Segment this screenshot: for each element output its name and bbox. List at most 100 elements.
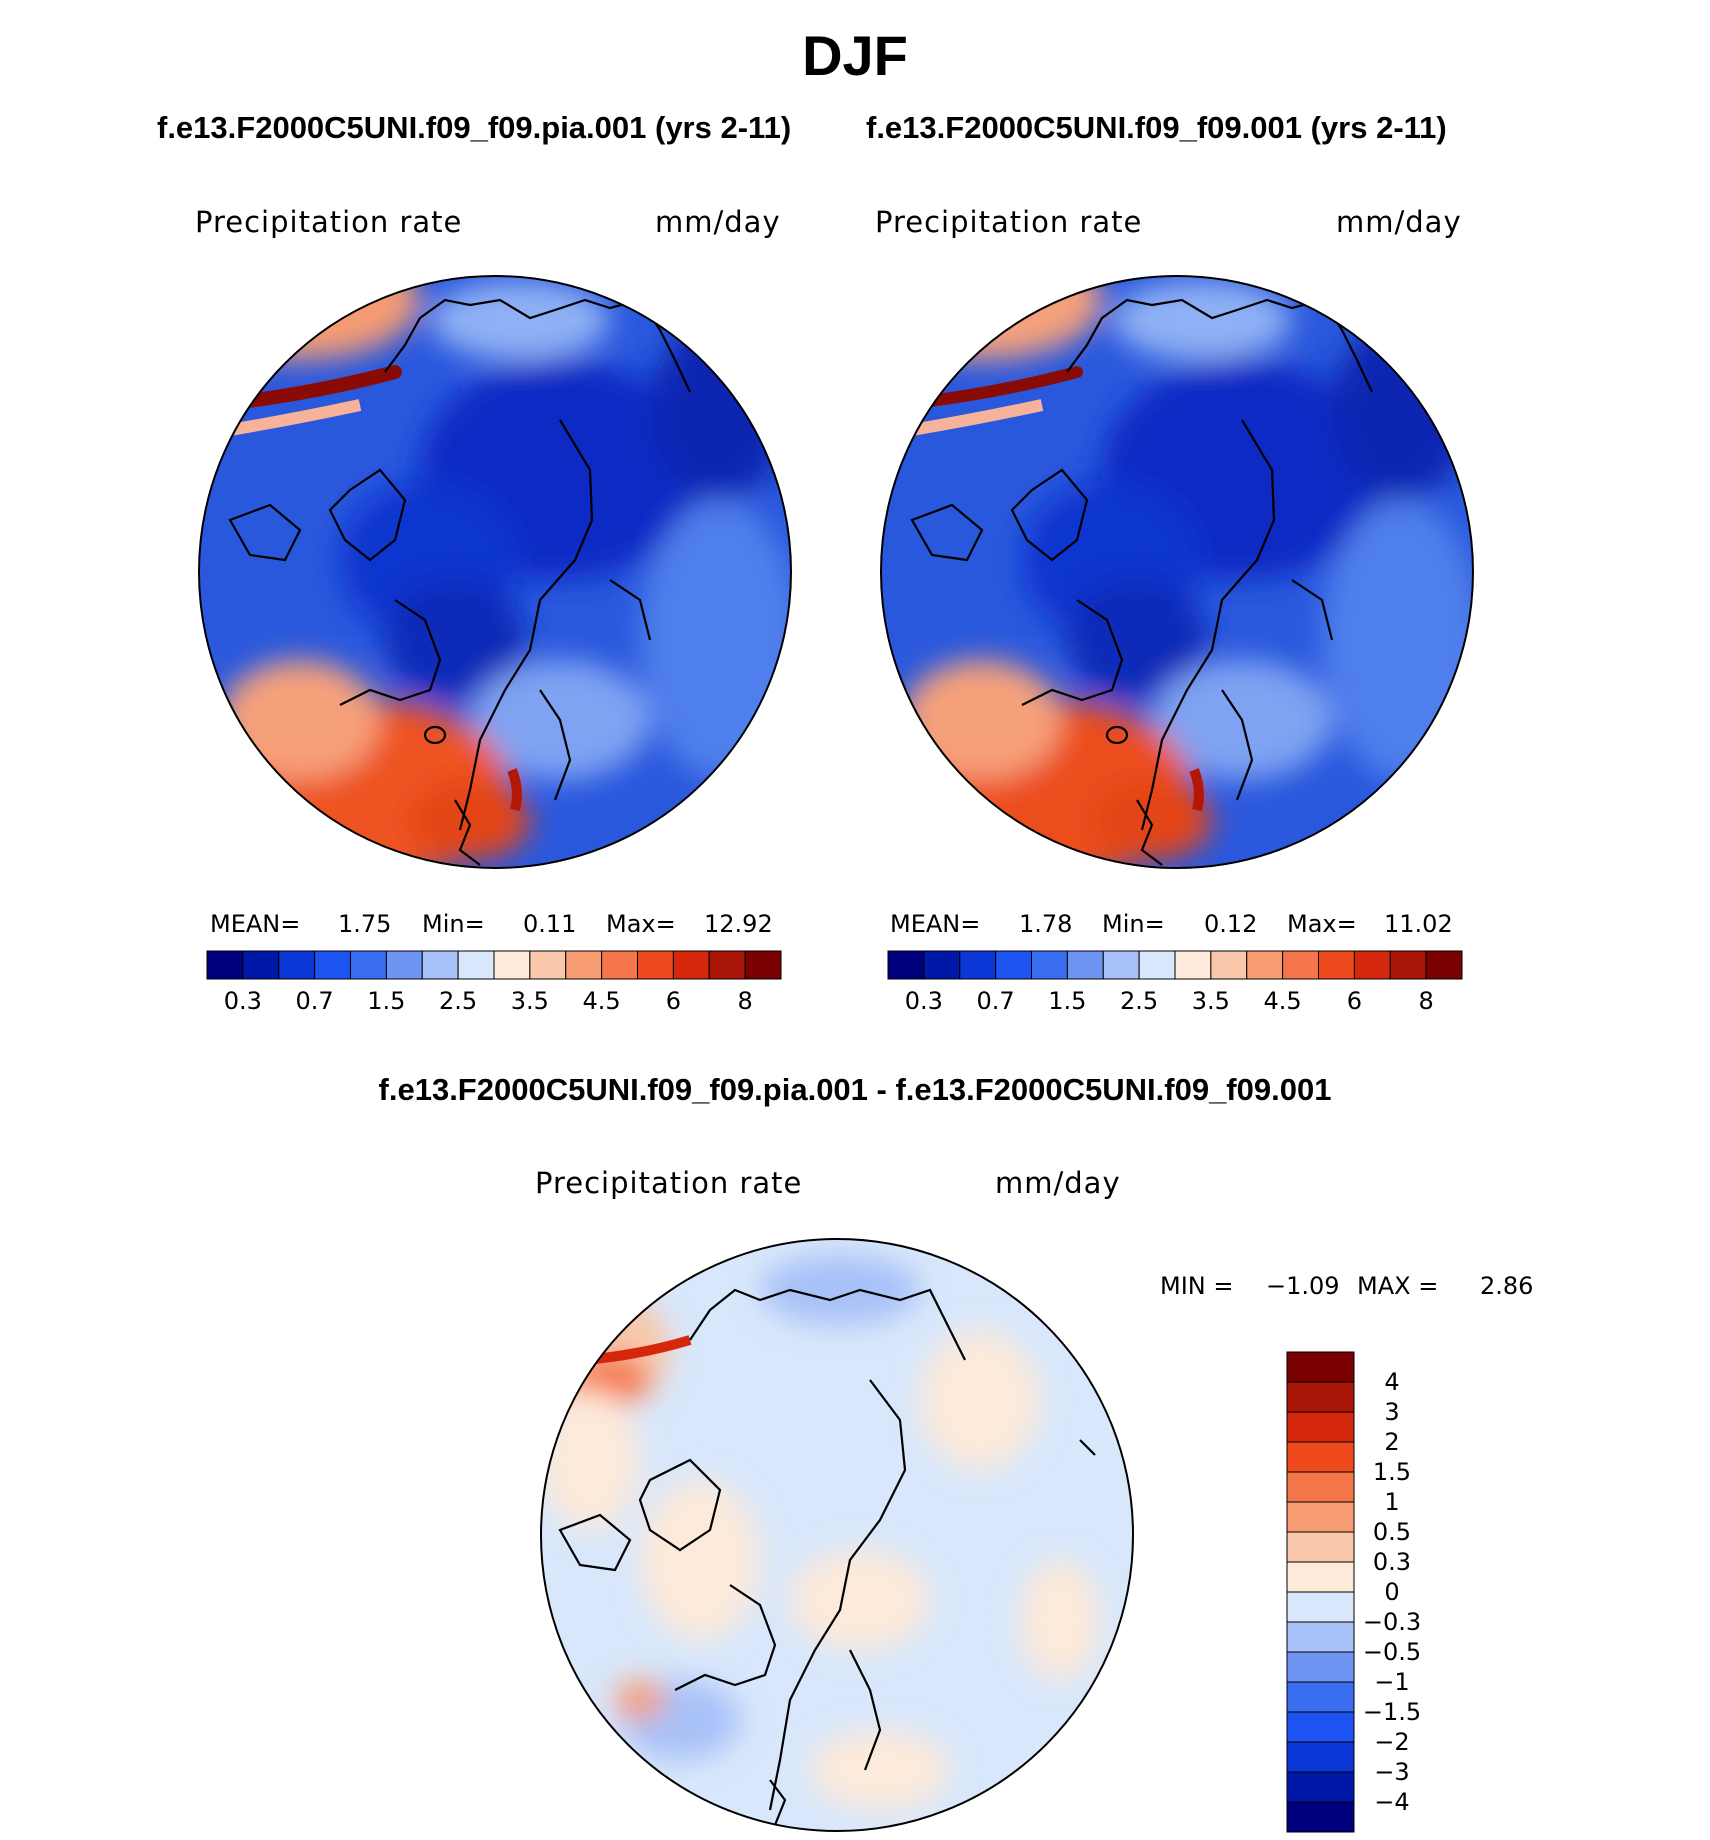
right-colorbar-swatch-14 [1389, 950, 1427, 980]
difference-colorbar-swatch-11 [1286, 1681, 1355, 1713]
difference-panel-variable-label: Precipitation rate [535, 1166, 803, 1200]
difference-colorbar-swatch-7 [1286, 1561, 1355, 1593]
left-map-field [199, 276, 791, 868]
left-colorbar-swatch-5 [385, 950, 423, 980]
difference-colorbar-tick-label: −4 [1374, 1788, 1409, 1816]
right-min-value: 0.12 [1204, 910, 1258, 938]
difference-colorbar-tick-label: −1 [1374, 1668, 1409, 1696]
difference-colorbar-tick-label: −1.5 [1363, 1698, 1421, 1726]
right-colorbar-tick-label: 2.5 [1120, 987, 1158, 1015]
left-colorbar-swatch-0 [206, 950, 244, 980]
left-colorbar-tick-label: 2.5 [439, 987, 477, 1015]
difference-colorbar-tick-label: −2 [1374, 1728, 1409, 1756]
left-colorbar-tick-label: 4.5 [583, 987, 621, 1015]
right-map-field [881, 276, 1473, 868]
right-colorbar: 0.3 0.7 1.5 2.5 3.5 4.5 6 8 [887, 950, 1463, 1015]
left-colorbar-swatch-13 [672, 950, 710, 980]
right-colorbar-swatch-4 [1031, 950, 1068, 980]
right-colorbar-swatch-15 [1425, 950, 1463, 980]
right-colorbar-tick-label: 4.5 [1264, 987, 1302, 1015]
difference-polar-map [540, 1238, 1134, 1832]
right-colorbar-swatch-0 [887, 950, 925, 980]
left-max-value: 12.92 [704, 910, 773, 938]
left-colorbar-swatch-6 [421, 950, 459, 980]
right-max-value: 11.02 [1384, 910, 1453, 938]
right-colorbar-swatch-7 [1138, 950, 1176, 980]
difference-colorbar-swatch-6 [1286, 1531, 1355, 1563]
difference-colorbar-tick-label: 2 [1384, 1428, 1399, 1456]
left-colorbar-tick-label: 0.3 [224, 987, 262, 1015]
right-max-label: Max= [1287, 910, 1357, 938]
right-panel-units-label: mm/day [1336, 205, 1462, 239]
difference-colorbar-swatch-4 [1286, 1471, 1355, 1503]
left-colorbar-tick-label: 6 [666, 987, 681, 1015]
right-colorbar-swatch-9 [1210, 950, 1248, 980]
left-colorbar-swatch-12 [637, 950, 674, 980]
left-colorbar-swatch-1 [242, 950, 280, 980]
left-panel-units-label: mm/day [655, 205, 781, 239]
difference-colorbar-swatch-15 [1286, 1801, 1355, 1833]
difference-colorbar-swatch-9 [1286, 1621, 1355, 1653]
left-colorbar-tick-label: 8 [737, 987, 752, 1015]
left-colorbar-swatch-4 [350, 950, 387, 980]
diff-min-value: −1.09 [1266, 1272, 1340, 1300]
difference-coastlines [558, 1288, 1096, 1826]
difference-colorbar-swatch-14 [1286, 1771, 1355, 1803]
difference-colorbar-swatch-0 [1286, 1351, 1355, 1383]
left-polar-map [198, 275, 792, 869]
difference-colorbar-swatch-5 [1286, 1501, 1355, 1533]
difference-map-boundary [540, 1238, 1134, 1832]
difference-colorbar-tick-label: 0 [1384, 1578, 1399, 1606]
left-colorbar-swatch-2 [278, 950, 316, 980]
difference-colorbar-tick-label: −0.5 [1363, 1638, 1421, 1666]
right-colorbar-swatch-11 [1282, 950, 1319, 980]
left-panel-case-title: f.e13.F2000C5UNI.f09_f09.pia.001 (yrs 2-… [157, 110, 792, 145]
right-colorbar-tick-label: 3.5 [1192, 987, 1230, 1015]
right-colorbar-swatch-12 [1318, 950, 1355, 980]
difference-colorbar-tick-label: 0.3 [1373, 1548, 1411, 1576]
left-mean-label: MEAN= [210, 910, 301, 938]
left-colorbar-swatch-11 [601, 950, 638, 980]
difference-colorbar-swatch-8 [1286, 1591, 1355, 1623]
left-panel-variable-label: Precipitation rate [195, 205, 463, 239]
difference-colorbar-swatch-1 [1286, 1381, 1355, 1413]
difference-colorbar-swatch-3 [1286, 1441, 1355, 1473]
right-colorbar-tick-label: 6 [1347, 987, 1362, 1015]
left-colorbar-swatch-8 [493, 950, 531, 980]
left-min-value: 0.11 [523, 910, 577, 938]
right-colorbar-swatch-10 [1246, 950, 1284, 980]
right-polar-map [880, 275, 1474, 869]
left-colorbar-swatch-14 [708, 950, 746, 980]
left-colorbar-tick-label: 1.5 [367, 987, 405, 1015]
difference-colorbar-swatch-2 [1286, 1411, 1355, 1443]
difference-colorbar-swatch-13 [1286, 1741, 1355, 1773]
right-colorbar-tick-label: 1.5 [1048, 987, 1086, 1015]
difference-colorbar-tick-label: 1 [1384, 1488, 1399, 1516]
difference-colorbar-tick-label: 3 [1384, 1398, 1399, 1426]
right-mean-value: 1.78 [1019, 910, 1073, 938]
right-colorbar-swatch-2 [959, 950, 997, 980]
diff-max-label: MAX = [1357, 1272, 1439, 1300]
right-min-label: Min= [1102, 910, 1165, 938]
right-colorbar-tick-label: 0.3 [905, 987, 943, 1015]
difference-colorbar-swatch-12 [1286, 1711, 1355, 1743]
difference-colorbar-tick-label: −3 [1374, 1758, 1409, 1786]
right-colorbar-swatch-8 [1174, 950, 1212, 980]
difference-panel-case-title: f.e13.F2000C5UNI.f09_f09.pia.001 - f.e13… [378, 1072, 1332, 1107]
right-colorbar-swatch-1 [923, 950, 961, 980]
left-colorbar: 0.3 0.7 1.5 2.5 3.5 4.5 6 8 [206, 950, 782, 1015]
right-panel-variable-label: Precipitation rate [875, 205, 1143, 239]
right-colorbar-swatch-6 [1102, 950, 1140, 980]
left-colorbar-swatch-3 [314, 950, 351, 980]
right-map-boundary [880, 275, 1474, 869]
left-colorbar-swatch-9 [529, 950, 567, 980]
difference-panel-units-label: mm/day [995, 1166, 1121, 1200]
difference-colorbar-tick-label: 4 [1384, 1368, 1399, 1396]
left-min-label: Min= [422, 910, 485, 938]
left-mean-value: 1.75 [338, 910, 392, 938]
difference-colorbar-tick-label: 1.5 [1373, 1458, 1411, 1486]
left-colorbar-tick-label: 3.5 [511, 987, 549, 1015]
diff-max-value: 2.86 [1480, 1272, 1534, 1300]
